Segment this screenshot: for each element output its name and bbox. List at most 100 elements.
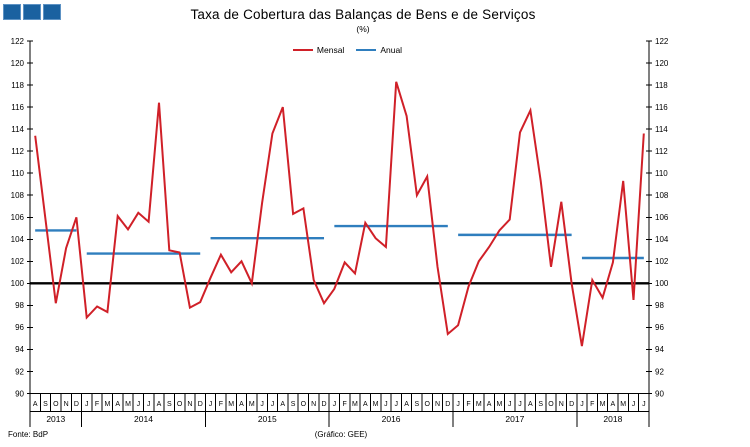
svg-text:A: A xyxy=(528,401,533,408)
svg-text:N: N xyxy=(187,401,192,408)
svg-text:J: J xyxy=(508,401,512,408)
svg-text:F: F xyxy=(466,401,470,408)
svg-text:102: 102 xyxy=(11,257,25,266)
svg-text:J: J xyxy=(394,401,398,408)
svg-text:F: F xyxy=(95,401,99,408)
svg-text:J: J xyxy=(632,401,636,408)
legend-label-mensal: Mensal xyxy=(316,45,345,55)
svg-text:2013: 2013 xyxy=(46,414,65,424)
anual-line-swatch-icon xyxy=(356,48,377,52)
svg-text:2017: 2017 xyxy=(505,414,524,424)
svg-text:J: J xyxy=(209,401,213,408)
svg-text:O: O xyxy=(177,401,183,408)
svg-text:J: J xyxy=(147,401,151,408)
svg-text:118: 118 xyxy=(11,81,24,90)
svg-text:S: S xyxy=(167,401,172,408)
svg-text:J: J xyxy=(518,401,522,408)
svg-text:92: 92 xyxy=(15,367,24,376)
logo-square xyxy=(23,4,41,20)
svg-text:S: S xyxy=(291,401,296,408)
svg-text:O: O xyxy=(301,401,307,408)
svg-text:A: A xyxy=(363,401,368,408)
svg-text:112: 112 xyxy=(11,147,24,156)
svg-text:A: A xyxy=(115,401,120,408)
svg-text:M: M xyxy=(249,401,255,408)
monthly-line xyxy=(34,81,645,347)
svg-text:96: 96 xyxy=(655,323,664,332)
svg-text:118: 118 xyxy=(655,81,668,90)
svg-text:98: 98 xyxy=(655,301,664,310)
svg-text:90: 90 xyxy=(15,389,24,398)
svg-text:A: A xyxy=(280,401,285,408)
svg-text:J: J xyxy=(642,401,646,408)
svg-text:N: N xyxy=(64,401,69,408)
svg-text:108: 108 xyxy=(655,191,669,200)
svg-text:A: A xyxy=(157,401,162,408)
y-axis-left: 90 92 94 96 98 100 102 104 106 108 110 112 114 116 118… xyxy=(11,37,33,398)
svg-text:M: M xyxy=(373,401,379,408)
svg-text:116: 116 xyxy=(11,103,24,112)
svg-text:D: D xyxy=(569,401,574,408)
svg-text:F: F xyxy=(343,401,347,408)
svg-text:O: O xyxy=(53,401,59,408)
svg-text:D: D xyxy=(445,401,450,408)
svg-text:2018: 2018 xyxy=(603,414,622,424)
svg-text:M: M xyxy=(104,401,110,408)
chart-legend: Mensal Anual xyxy=(0,45,695,55)
svg-text:M: M xyxy=(125,401,131,408)
svg-text:J: J xyxy=(271,401,275,408)
svg-text:106: 106 xyxy=(11,213,25,222)
svg-text:2014: 2014 xyxy=(134,414,153,424)
svg-text:M: M xyxy=(476,401,482,408)
svg-text:100: 100 xyxy=(11,279,25,288)
svg-text:98: 98 xyxy=(15,301,24,310)
svg-text:110: 110 xyxy=(11,169,24,178)
svg-text:O: O xyxy=(424,401,430,408)
svg-text:114: 114 xyxy=(11,125,24,134)
svg-text:2016: 2016 xyxy=(382,414,401,424)
svg-text:A: A xyxy=(33,401,38,408)
svg-text:2015: 2015 xyxy=(258,414,277,424)
mensal-line-swatch-icon xyxy=(292,48,313,52)
source-caption: Fonte: BdP xyxy=(8,430,49,439)
svg-text:O: O xyxy=(548,401,554,408)
legend-item-anual: Anual xyxy=(356,45,402,55)
svg-text:104: 104 xyxy=(11,235,25,244)
svg-text:M: M xyxy=(496,401,502,408)
svg-text:120: 120 xyxy=(11,59,25,68)
svg-text:A: A xyxy=(239,401,244,408)
svg-text:M: M xyxy=(352,401,358,408)
svg-text:J: J xyxy=(137,401,141,408)
svg-text:94: 94 xyxy=(15,345,24,354)
svg-text:112: 112 xyxy=(655,147,668,156)
svg-text:122: 122 xyxy=(655,37,669,46)
svg-text:A: A xyxy=(611,401,616,408)
logo xyxy=(3,4,61,20)
legend-label-anual: Anual xyxy=(380,45,403,55)
svg-text:S: S xyxy=(43,401,48,408)
svg-text:S: S xyxy=(538,401,543,408)
svg-text:J: J xyxy=(384,401,388,408)
svg-text:122: 122 xyxy=(11,37,25,46)
svg-text:J: J xyxy=(333,401,337,408)
svg-text:N: N xyxy=(435,401,440,408)
svg-text:J: J xyxy=(456,401,460,408)
annual-segments xyxy=(35,224,644,260)
svg-text:A: A xyxy=(487,401,492,408)
svg-text:D: D xyxy=(321,401,326,408)
svg-text:M: M xyxy=(600,401,606,408)
svg-text:J: J xyxy=(580,401,584,408)
svg-text:110: 110 xyxy=(655,169,668,178)
svg-text:104: 104 xyxy=(655,235,669,244)
svg-text:108: 108 xyxy=(11,191,25,200)
svg-text:F: F xyxy=(219,401,223,408)
svg-text:M: M xyxy=(620,401,626,408)
logo-square xyxy=(3,4,21,20)
svg-text:120: 120 xyxy=(655,59,669,68)
svg-text:100: 100 xyxy=(655,279,669,288)
svg-text:N: N xyxy=(311,401,316,408)
svg-text:N: N xyxy=(559,401,564,408)
